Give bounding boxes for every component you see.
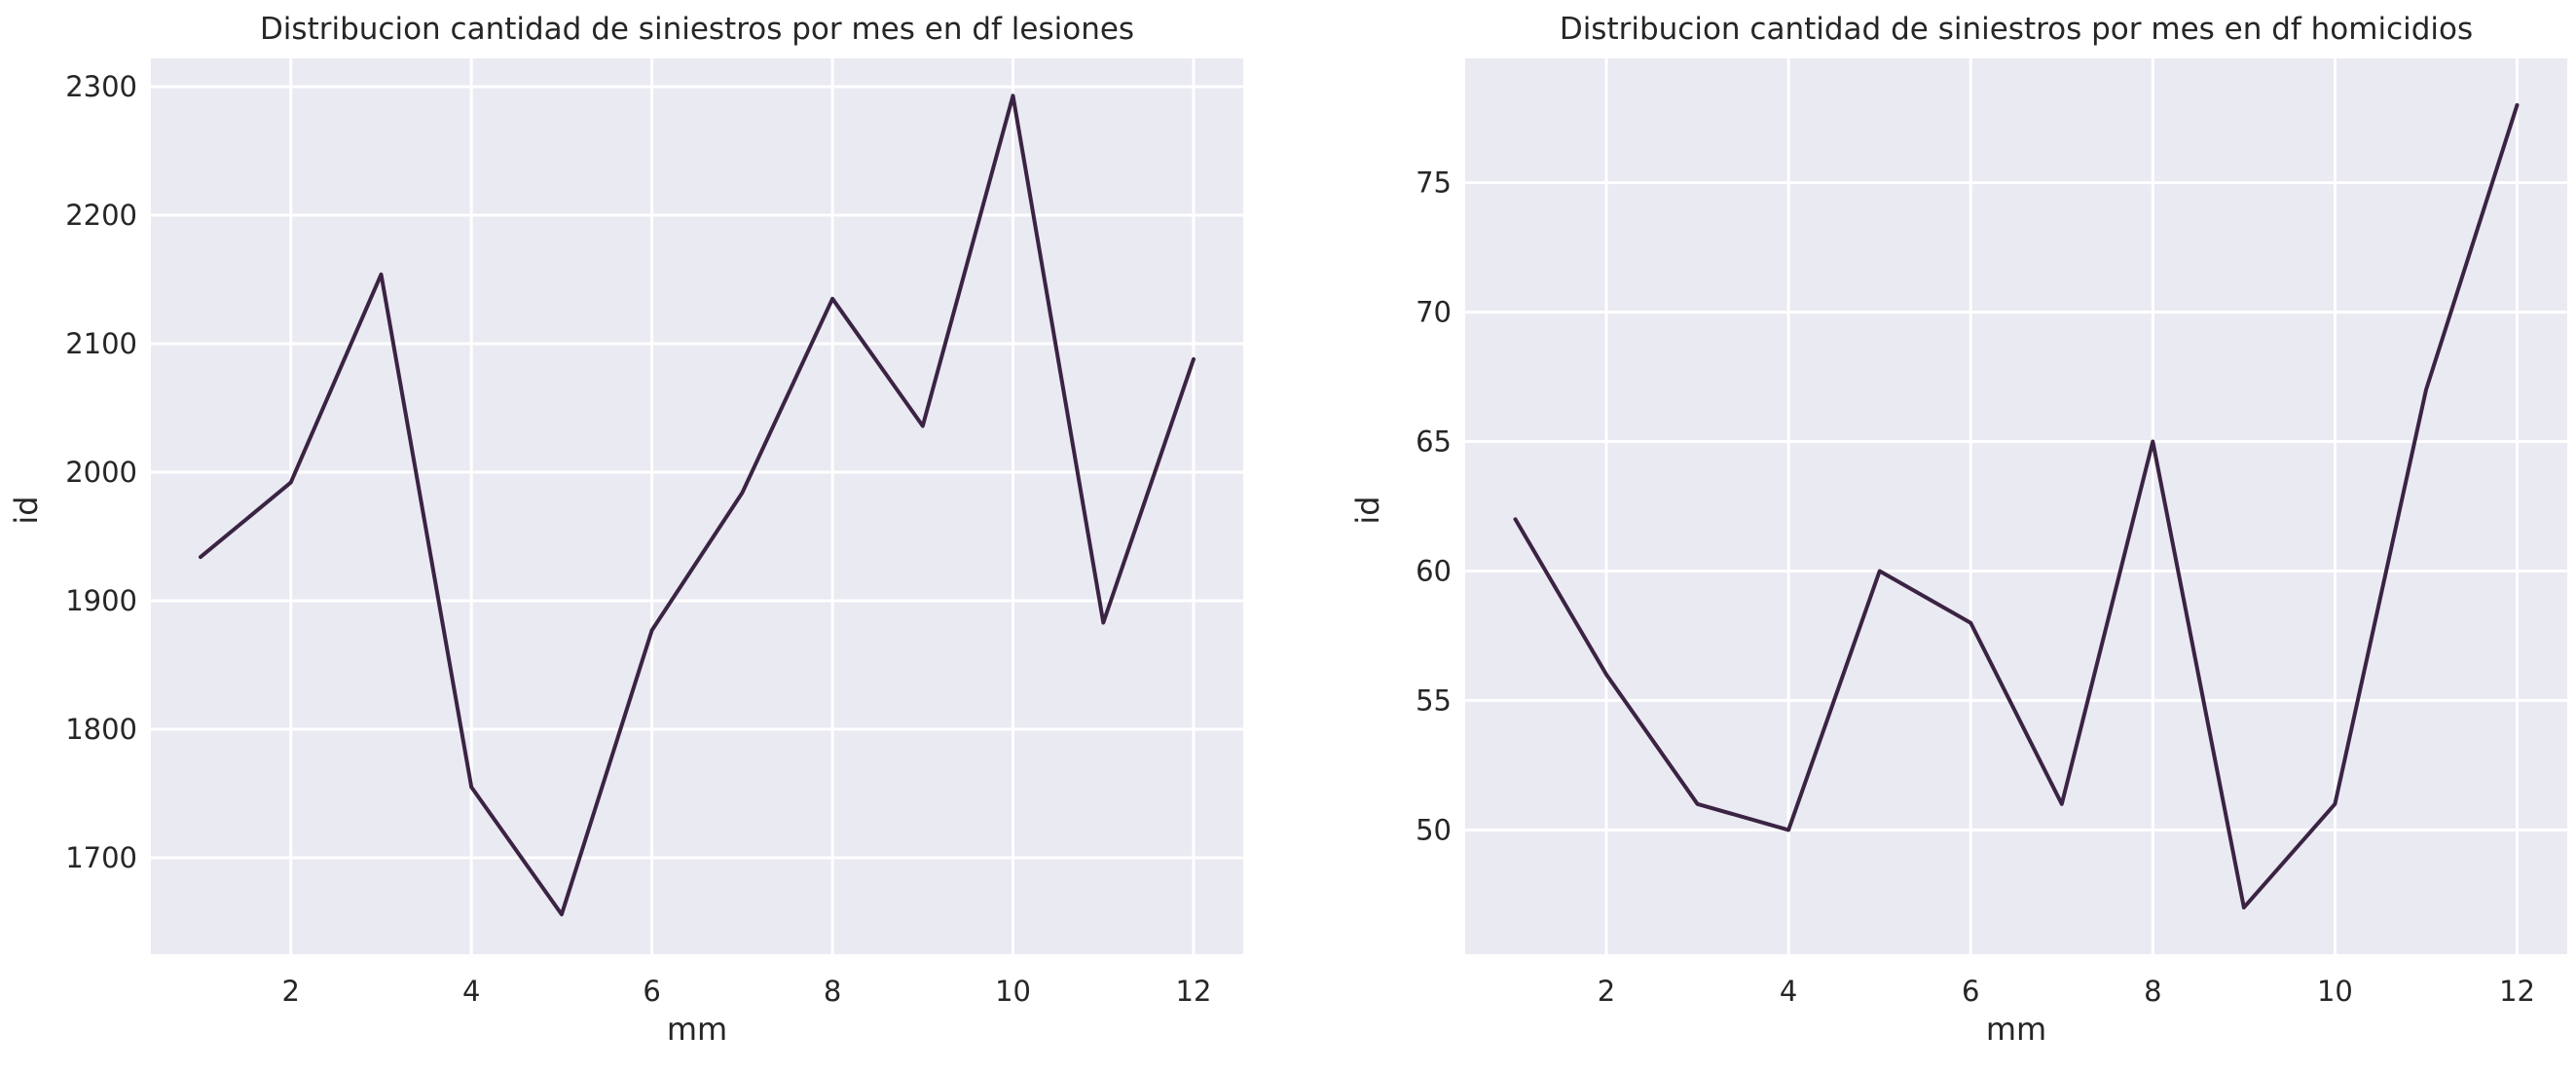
y-tick-label: 2000 (65, 456, 137, 489)
x-tick-label: 12 (2499, 975, 2535, 1008)
x-tick-label: 2 (282, 975, 300, 1008)
y-tick-label: 1900 (65, 584, 137, 617)
y-tick-label: 1800 (65, 713, 137, 746)
chart-title: Distribucion cantidad de siniestros por … (260, 12, 1134, 47)
y-tick-label: 60 (1416, 554, 1452, 587)
x-tick-label: 10 (2317, 975, 2353, 1008)
x-tick-label: 8 (2144, 975, 2161, 1008)
y-tick-label: 1700 (65, 841, 137, 874)
y-tick-label: 65 (1416, 425, 1452, 459)
plot-area (1465, 58, 2567, 954)
y-tick-label: 2100 (65, 327, 137, 360)
x-tick-label: 2 (1598, 975, 1615, 1008)
x-tick-label: 10 (995, 975, 1031, 1008)
series-line (199, 93, 1196, 917)
x-tick-label: 4 (462, 975, 480, 1008)
chart-homicidios: 50 55 60 65 70 75 2 4 6 8 10 12 Distribucion cantid… (1349, 12, 2567, 1048)
y-tick-label: 55 (1416, 683, 1452, 717)
y-axis-label: id (1349, 496, 1386, 524)
y-tick-label: 50 (1416, 813, 1452, 846)
x-tick-label: 12 (1176, 975, 1212, 1008)
y-tick-label: 2200 (65, 199, 137, 232)
x-tick-label: 6 (643, 975, 660, 1008)
y-tick-label: 75 (1416, 166, 1452, 200)
y-tick-label: 2300 (65, 70, 137, 103)
series-line (1513, 102, 2520, 910)
plot-area (151, 58, 1243, 954)
x-tick-label: 6 (1962, 975, 1979, 1008)
x-axis-label: mm (667, 1011, 727, 1048)
chart-title: Distribucion cantidad de siniestros por … (1560, 12, 2473, 47)
y-axis-label: id (8, 496, 45, 524)
y-tick-label: 70 (1416, 296, 1452, 329)
x-tick-label: 8 (824, 975, 841, 1008)
x-tick-label: 4 (1780, 975, 1797, 1008)
x-axis-label: mm (1986, 1011, 2046, 1048)
chart-lesiones: 1700 1800 1900 2000 2100 2200 2300 2 4 6 8 10 12 Dis… (8, 12, 1243, 1048)
